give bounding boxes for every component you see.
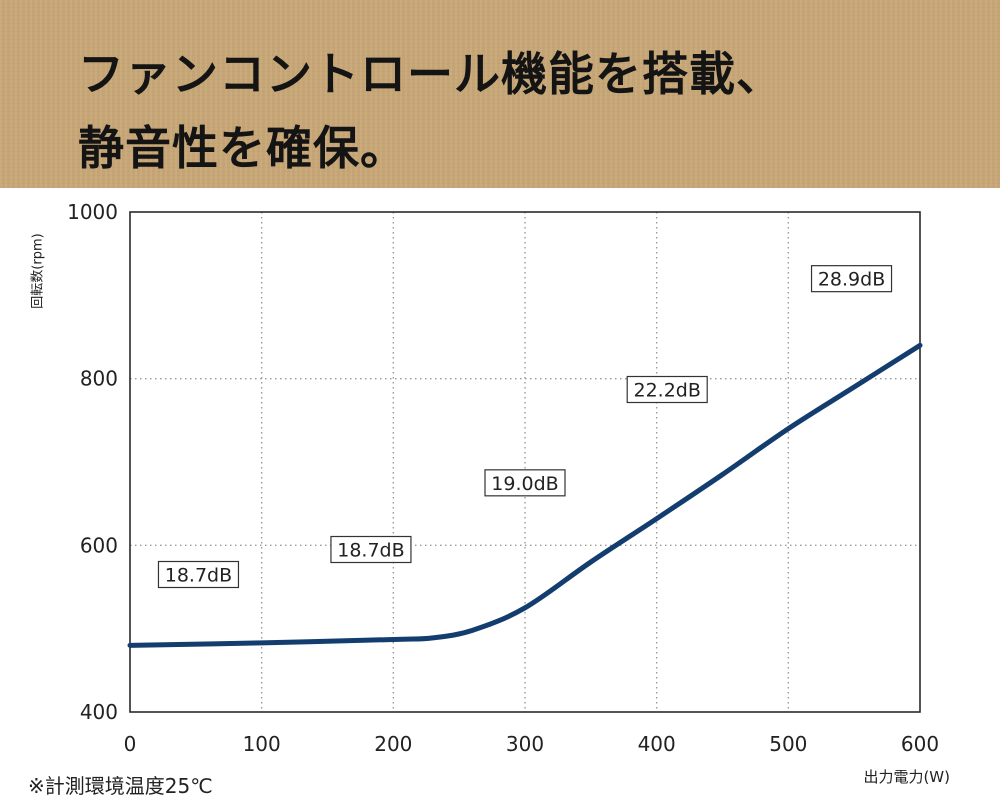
noise-level-text: 19.0dB — [491, 473, 558, 495]
noise-level-label: 19.0dB — [484, 469, 566, 497]
noise-level-label: 18.7dB — [330, 535, 412, 564]
chart-grid — [129, 211, 921, 713]
x-tick-label: 200 — [374, 732, 412, 756]
chart-annotations: 18.7dB 18.7dB 19.0dB 22.2dB 28.9dB — [157, 265, 893, 589]
footnote: ※計測環境温度25℃ — [28, 774, 213, 798]
y-tick-label: 800 — [80, 367, 118, 391]
noise-level-label: 18.7dB — [157, 560, 240, 589]
x-axis-label: 出力電力(W) — [863, 768, 950, 786]
y-tick-label: 400 — [80, 700, 118, 724]
y-axis-label: 回転数(rpm) — [30, 233, 46, 309]
noise-level-box — [330, 535, 412, 564]
x-tick-label: 600 — [901, 732, 939, 756]
series-line — [127, 342, 923, 648]
noise-level-label: 22.2dB — [626, 375, 708, 404]
x-tick-label: 400 — [638, 732, 676, 756]
x-tick-label: 0 — [124, 732, 137, 756]
x-tick-label: 100 — [243, 732, 281, 756]
noise-level-text: 28.9dB — [818, 269, 885, 291]
chart-series — [127, 342, 923, 648]
noise-level-text: 22.2dB — [633, 380, 700, 402]
headline-line-1: ファンコントロール機能を搭載、 — [78, 47, 783, 101]
y-tick-label: 1000 — [67, 200, 118, 224]
noise-level-box — [484, 469, 566, 497]
plot-frame — [129, 211, 921, 713]
noise-level-box — [626, 375, 708, 404]
noise-level-text: 18.7dB — [337, 540, 404, 562]
y-tick-label: 600 — [80, 533, 118, 557]
x-tick-label: 500 — [769, 732, 807, 756]
chart-tick-labels: 400 600 800 1000 0 100 200 300 400 500 600 — [67, 200, 939, 756]
header-banner: ファンコントロール機能を搭載、 静音性を確保。 — [0, 0, 1000, 188]
noise-level-label: 28.9dB — [810, 265, 893, 293]
noise-level-box — [157, 560, 240, 589]
noise-level-box — [810, 265, 893, 293]
headline-line-2: 静音性を確保。 — [78, 121, 407, 175]
x-tick-label: 300 — [506, 732, 544, 756]
noise-level-text: 18.7dB — [165, 565, 232, 587]
